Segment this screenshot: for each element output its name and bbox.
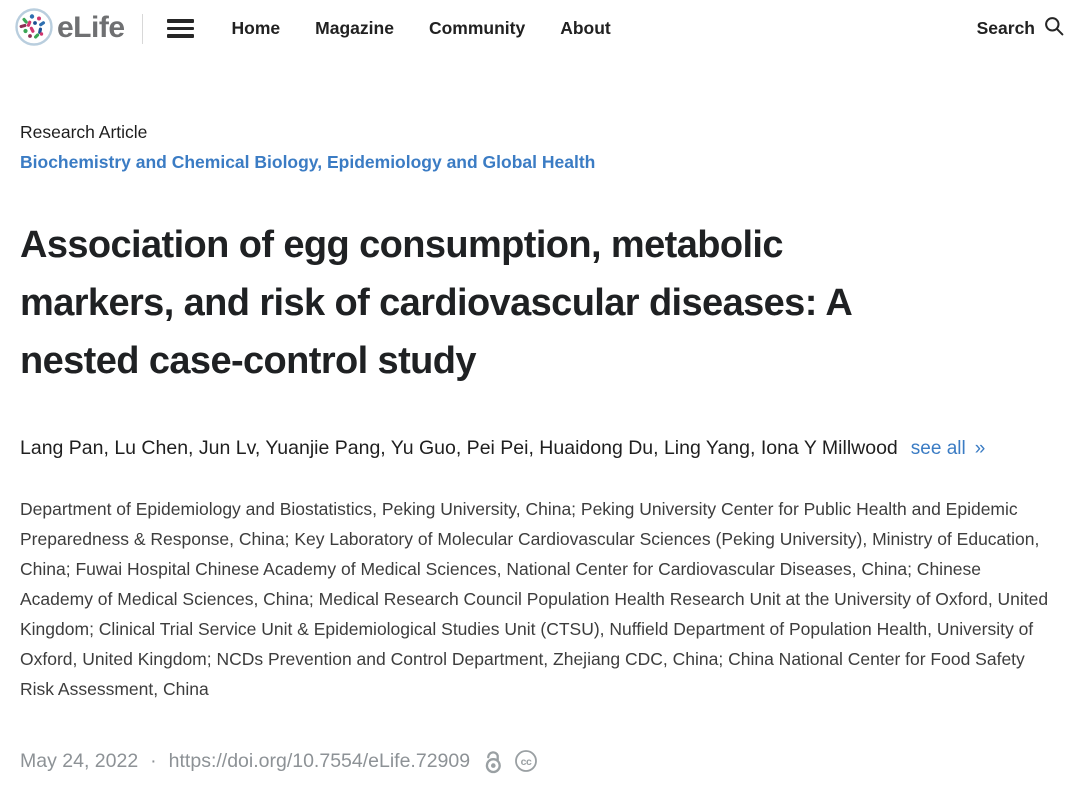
title-line-2: markers, and risk of cardiovascular dise… (20, 282, 853, 324)
search-icon (1044, 16, 1064, 41)
main-nav: Home Magazine Community About (232, 18, 611, 39)
nav-about[interactable]: About (560, 18, 611, 38)
article-type-label: Research Article (20, 122, 148, 142)
author-names: Lang Pan, Lu Chen, Jun Lv, Yuanjie Pang,… (20, 437, 898, 459)
cc-license-icon[interactable]: cc (514, 749, 538, 773)
nav-magazine[interactable]: Magazine (315, 18, 394, 38)
site-header: eLife Home Magazine Community About Sear… (0, 0, 1080, 48)
subject-link-epidemiology[interactable]: Epidemiology and Global Health (326, 152, 596, 172)
subject-separator: , (317, 152, 327, 172)
article-title: Association of egg consumption, metaboli… (20, 216, 1050, 390)
author-list: Lang Pan, Lu Chen, Jun Lv, Yuanjie Pang,… (20, 436, 1050, 461)
see-all-authors-link[interactable]: see all » (911, 438, 986, 459)
elife-logo-text: eLife (57, 10, 125, 44)
search-label: Search (976, 18, 1035, 38)
open-access-icon[interactable] (482, 748, 505, 774)
subject-link-biochemistry[interactable]: Biochemistry and Chemical Biology (20, 152, 318, 172)
header-divider (141, 13, 143, 44)
elife-logo[interactable]: eLife (14, 7, 125, 50)
see-all-arrow-icon: » (974, 438, 986, 459)
subject-links: Biochemistry and Chemical Biology, Epide… (20, 151, 1050, 173)
hamburger-icon (166, 19, 194, 23)
article-header: Research Article Biochemistry and Chemic… (0, 122, 1080, 774)
svg-text:cc: cc (521, 756, 532, 768)
see-all-label: see all (910, 438, 966, 459)
nav-home[interactable]: Home (231, 18, 281, 38)
menu-button[interactable] (166, 19, 194, 38)
affiliations: Department of Epidemiology and Biostatis… (20, 499, 1049, 699)
doi-link[interactable]: https://doi.org/10.7554/eLife.72909 (168, 749, 471, 772)
publish-date: May 24, 2022 (20, 749, 139, 772)
title-line-3: nested case-control study (20, 340, 477, 382)
meta-separator: · (150, 749, 157, 772)
search-button[interactable]: Search (977, 16, 1064, 41)
nav-community[interactable]: Community (428, 18, 526, 38)
article-meta: May 24, 2022 · https://doi.org/10.7554/e… (20, 748, 1050, 774)
title-line-1: Association of egg consumption, metaboli… (20, 224, 784, 266)
elife-logo-icon (14, 7, 54, 50)
